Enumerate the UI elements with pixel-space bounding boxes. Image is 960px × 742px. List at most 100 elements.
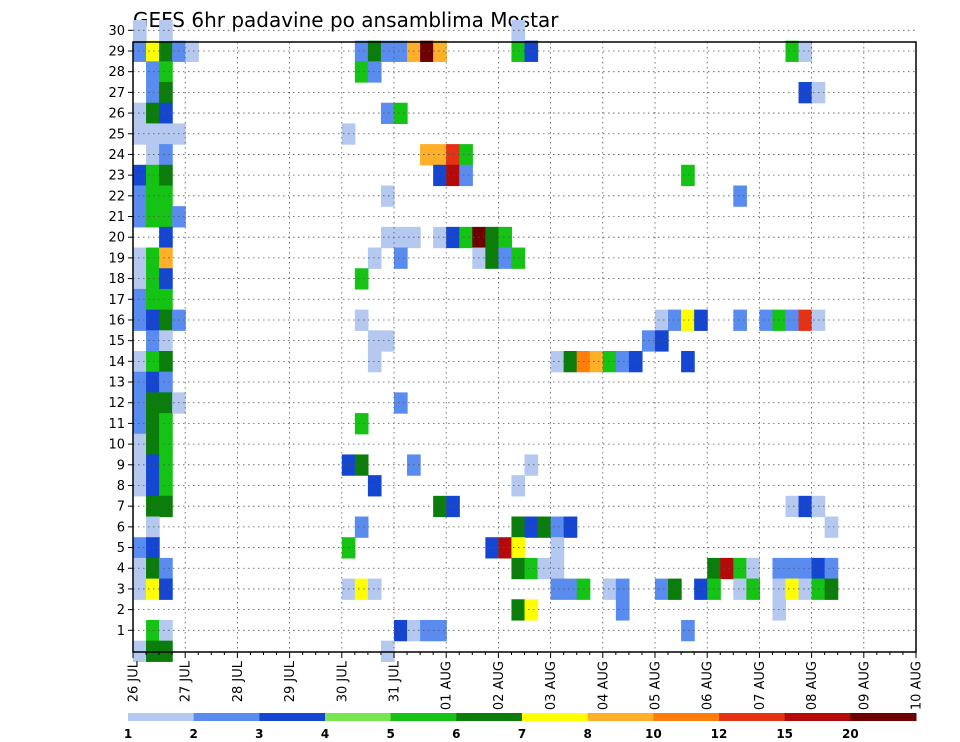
heatmap-cell <box>380 185 395 207</box>
heatmap-cell <box>354 454 369 476</box>
y-tick-label: 2 <box>117 603 125 618</box>
heatmap-cell <box>146 454 160 476</box>
heatmap-cell <box>668 309 682 331</box>
heatmap-cell <box>146 185 160 207</box>
x-tick-label: 09 AUG <box>857 661 872 710</box>
chart-title: GEFS 6hr padavine po ansamblima Mostar <box>133 8 559 32</box>
heatmap-cell <box>146 268 160 290</box>
heatmap-cell <box>146 392 160 414</box>
x-tick-label: 29 JUL <box>283 660 298 702</box>
heatmap-cell <box>159 61 173 83</box>
heatmap-cell <box>459 226 473 249</box>
heatmap-cell <box>159 413 173 435</box>
y-tick-label: 19 <box>108 251 125 266</box>
legend-label: 8 <box>583 727 591 741</box>
heatmap-cell <box>159 330 173 352</box>
heatmap-cell <box>133 247 147 269</box>
y-tick-label: 30 <box>108 24 125 39</box>
heatmap-cell <box>367 330 382 352</box>
legend-label: 1 <box>124 727 132 741</box>
heatmap-cell <box>733 578 747 600</box>
legend-label: 3 <box>255 727 263 741</box>
heatmap-cell <box>733 309 747 331</box>
legend-label: 5 <box>386 727 394 741</box>
heatmap-cell <box>498 537 513 559</box>
y-tick-label: 7 <box>117 500 125 515</box>
heatmap-cell <box>420 40 434 62</box>
heatmap-cell <box>146 619 160 642</box>
heatmap-cell <box>524 599 539 621</box>
x-tick-label: 07 AUG <box>753 661 768 710</box>
heatmap-cell <box>133 164 147 187</box>
heatmap-cell <box>146 557 160 580</box>
heatmap-cell <box>367 351 382 373</box>
y-tick-label: 23 <box>108 169 125 184</box>
heatmap-cell <box>159 351 173 373</box>
heatmap-cell <box>185 40 199 62</box>
y-tick-label: 16 <box>108 313 125 328</box>
heatmap-cell <box>146 61 160 83</box>
heatmap-cell <box>798 557 813 580</box>
heatmap-cell <box>524 516 539 538</box>
heatmap-cell <box>785 578 800 600</box>
y-tick-label: 24 <box>108 148 125 163</box>
y-tick-label: 6 <box>117 520 125 535</box>
heatmap-cell <box>146 351 160 373</box>
y-tick-label: 5 <box>117 541 125 556</box>
x-tick-label: 31 JUL <box>388 660 403 702</box>
heatmap-cell <box>146 102 160 125</box>
heatmap-cell <box>824 516 839 538</box>
heatmap-cell <box>133 557 147 580</box>
heatmap-cell <box>733 185 747 207</box>
heatmap-cell <box>133 433 147 456</box>
legend-label: 20 <box>842 727 859 741</box>
heatmap-cell <box>159 371 173 393</box>
heatmap-cell <box>498 247 513 269</box>
legend-label: 12 <box>711 727 728 741</box>
heatmap-cell <box>367 61 382 83</box>
legend-label: 15 <box>776 727 793 741</box>
heatmap-cell <box>433 164 447 187</box>
heatmap-cell <box>798 578 813 600</box>
heatmap-cell <box>159 19 173 42</box>
heatmap-cell <box>133 288 147 311</box>
heatmap-cell <box>433 495 447 518</box>
heatmap-cell <box>133 351 147 373</box>
heatmap-cell <box>159 454 173 476</box>
heatmap-cell <box>615 351 630 373</box>
legend-label: 7 <box>518 727 526 741</box>
heatmap-cell <box>146 413 160 435</box>
heatmap-cell <box>159 123 173 145</box>
x-tick-label: 01 AUG <box>440 661 455 710</box>
y-tick-label: 29 <box>108 45 125 60</box>
heatmap-cell <box>146 206 160 228</box>
heatmap-cell <box>146 578 160 600</box>
heatmap-cell <box>589 351 604 373</box>
heatmap-cell <box>146 371 160 393</box>
heatmap-cell <box>354 578 369 600</box>
heatmap-cell <box>159 247 173 269</box>
heatmap-cell <box>159 309 173 331</box>
legend-swatch <box>784 713 851 721</box>
heatmap-cell <box>133 454 147 476</box>
heatmap-cell <box>133 19 147 42</box>
heatmap-cell <box>394 247 408 269</box>
heatmap-cell <box>146 330 160 352</box>
y-tick-label: 25 <box>108 127 125 142</box>
heatmap-cell <box>133 268 147 290</box>
heatmap-cell <box>694 309 708 331</box>
heatmap-cell <box>394 392 408 414</box>
legend-label: 4 <box>321 727 329 741</box>
heatmap-cell <box>380 102 395 125</box>
heatmap-cell <box>394 619 408 642</box>
heatmap-cell <box>133 392 147 414</box>
heatmap-cell <box>485 247 499 269</box>
legend-swatch <box>719 713 786 721</box>
heatmap-cell <box>785 40 800 62</box>
y-tick-label: 26 <box>108 107 125 122</box>
heatmap-cell <box>146 82 160 104</box>
heatmap-cell <box>380 330 395 352</box>
heatmap-cell <box>159 226 173 249</box>
legend-swatch <box>193 713 260 721</box>
